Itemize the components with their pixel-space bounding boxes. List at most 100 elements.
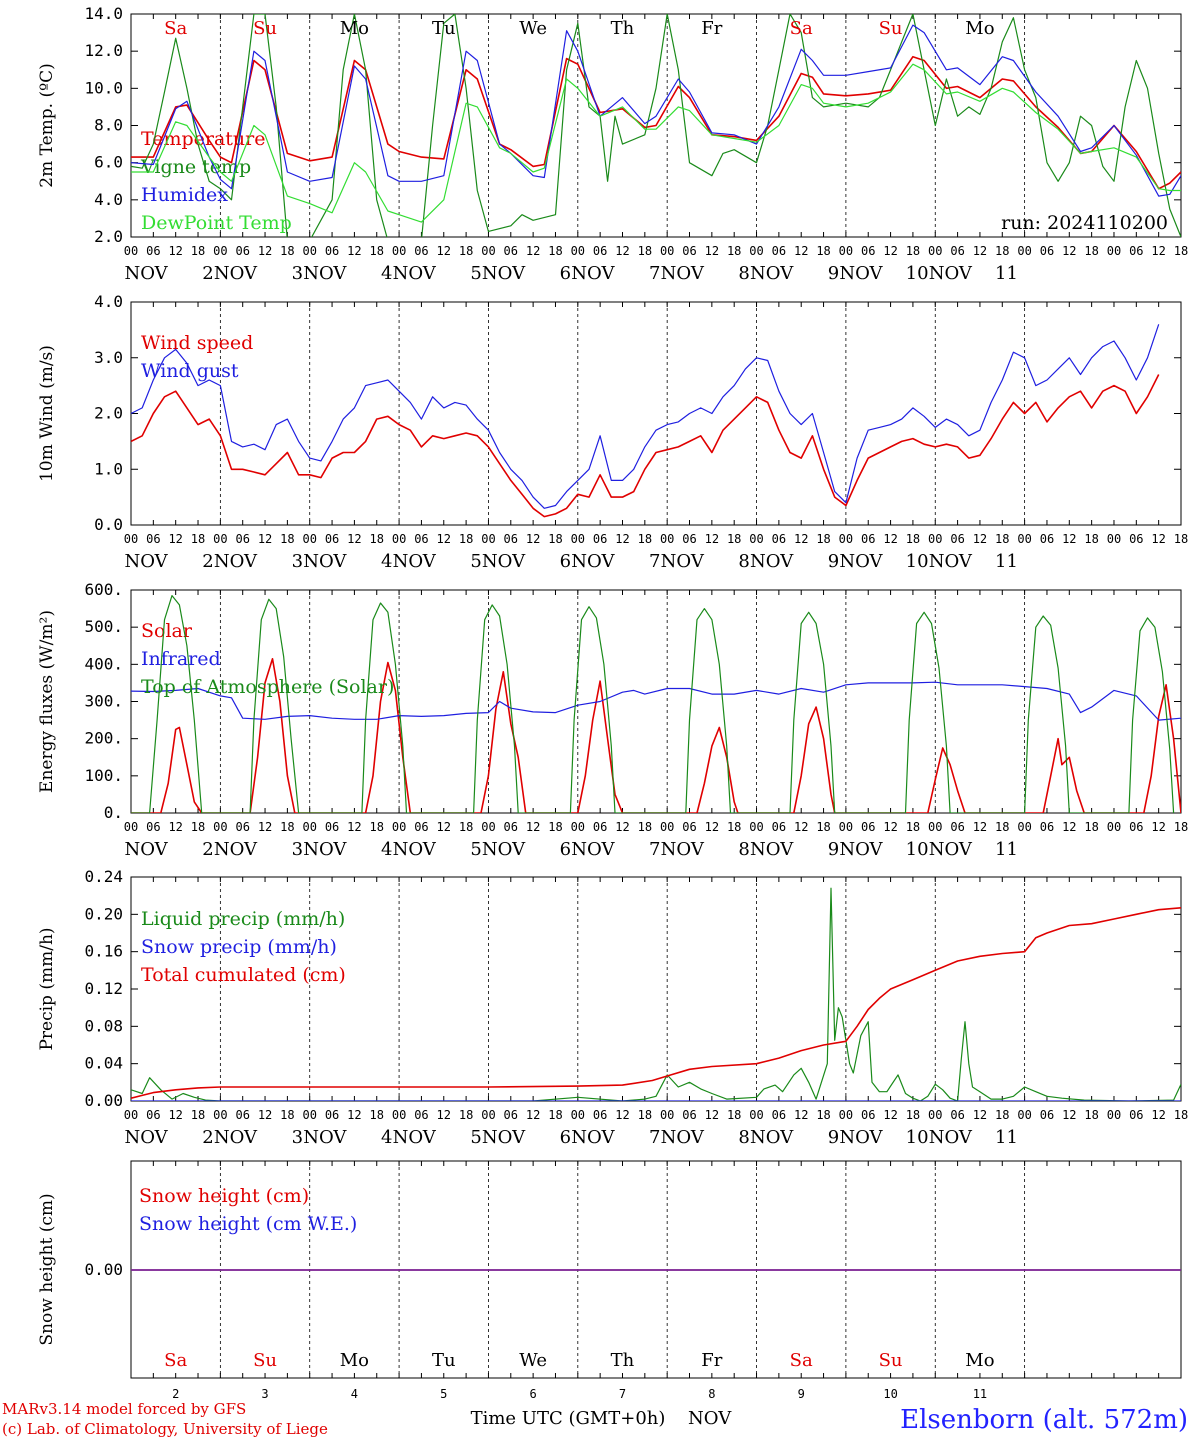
hour-tick-label: 00 (1107, 1108, 1121, 1122)
hour-tick-label: 18 (370, 244, 384, 258)
hour-tick-label: 00 (1107, 532, 1121, 546)
hour-tick-label: 18 (995, 532, 1009, 546)
weekday-label-top: Sa (790, 18, 813, 39)
y-tick-label: 0.16 (84, 942, 123, 961)
month-label: NOV (839, 1127, 883, 1148)
month-label: NOV (661, 839, 705, 860)
day-label: 11 (995, 551, 1018, 572)
weekday-label-top: Sa (164, 18, 187, 39)
day-label: 6 (560, 839, 571, 860)
hour-tick-label: 18 (816, 532, 830, 546)
hour-tick-label: 12 (615, 244, 629, 258)
y-tick-label: 4.0 (94, 292, 123, 311)
series-line-infrared (131, 681, 1181, 721)
series-line-dewpoint-temp (131, 63, 1181, 223)
day-label: 3 (292, 551, 303, 572)
weekday-label-bottom: Sa (164, 1350, 187, 1371)
y-tick-label: 2.0 (94, 404, 123, 423)
y-tick-label: 0.0 (94, 515, 123, 534)
hour-tick-label: 12 (973, 532, 987, 546)
hour-tick-label: 00 (571, 532, 585, 546)
month-label: NOV (303, 551, 347, 572)
y-tick-label: 10.0 (84, 78, 123, 97)
hour-tick-label: 00 (302, 244, 316, 258)
hour-tick-label: 06 (861, 532, 875, 546)
series-line-wind-speed (131, 374, 1160, 518)
month-label: NOV (929, 839, 973, 860)
hour-tick-label: 06 (950, 244, 964, 258)
hour-tick-label: 06 (504, 244, 518, 258)
hour-tick-label: 00 (749, 1108, 763, 1122)
hour-tick-label: 12 (1062, 1108, 1076, 1122)
hour-tick-label: 12 (1062, 820, 1076, 834)
weekday-label-top: We (519, 18, 547, 39)
footer-day-number: 4 (351, 1387, 358, 1401)
hour-tick-label: 06 (235, 532, 249, 546)
series-line-solar (131, 657, 1181, 813)
hour-tick-label: 00 (1107, 244, 1121, 258)
day-label: 4 (381, 1127, 392, 1148)
month-label: NOV (214, 839, 258, 860)
y-axis-label: Energy fluxes (W/m²) (37, 610, 57, 793)
hour-tick-label: 06 (861, 244, 875, 258)
day-label: 8 (738, 839, 749, 860)
credit-line-2: (c) Lab. of Climatology, University of L… (2, 1420, 328, 1438)
hour-tick-label: 00 (1017, 820, 1031, 834)
day-label: 11 (995, 1127, 1018, 1148)
hour-tick-label: 00 (481, 820, 495, 834)
hour-tick-label: 18 (1084, 532, 1098, 546)
hour-tick-label: 00 (928, 532, 942, 546)
hour-tick-label: 06 (1040, 532, 1054, 546)
month-label: NOV (393, 551, 437, 572)
day-label: 4 (381, 839, 392, 860)
day-label: 10 (906, 839, 929, 860)
hour-tick-label: 12 (973, 244, 987, 258)
hour-tick-label: 18 (906, 244, 920, 258)
hour-tick-label: 00 (660, 820, 674, 834)
y-tick-label: 0.12 (84, 979, 123, 998)
legend-entry: Snow height (cm W.E.) (139, 1213, 357, 1235)
hour-tick-label: 00 (213, 244, 227, 258)
hour-tick-label: 12 (883, 244, 897, 258)
series-line-humidex (131, 24, 1181, 197)
month-label: NOV (393, 263, 437, 284)
day-label: 11 (995, 263, 1018, 284)
hour-tick-label: 12 (973, 1108, 987, 1122)
hour-tick-label: 12 (168, 820, 182, 834)
y-tick-label: 400. (84, 654, 123, 673)
hour-tick-label: 18 (995, 820, 1009, 834)
hour-tick-label: 06 (1040, 820, 1054, 834)
hour-tick-label: 18 (1174, 1108, 1188, 1122)
hour-tick-label: 06 (325, 244, 339, 258)
month-label: NOV (124, 839, 168, 860)
y-axis-label: Snow height (cm) (37, 1193, 57, 1345)
hour-tick-label: 18 (191, 244, 205, 258)
hour-tick-label: 18 (638, 244, 652, 258)
day-label: 5 (470, 551, 481, 572)
hour-tick-label: 06 (682, 820, 696, 834)
legend-entry: Total cumulated (cm) (141, 964, 346, 986)
hour-tick-label: 18 (548, 820, 562, 834)
hour-tick-label: 06 (1129, 820, 1143, 834)
y-tick-label: 2.0 (94, 227, 123, 246)
hour-tick-label: 06 (682, 244, 696, 258)
y-tick-label: 0.08 (84, 1016, 123, 1035)
day-label: 9 (828, 263, 839, 284)
day-label: 5 (470, 1127, 481, 1148)
hour-tick-label: 12 (1062, 532, 1076, 546)
legend-entry: Solar (141, 620, 193, 642)
hour-tick-label: 00 (481, 244, 495, 258)
hour-tick-label: 18 (548, 244, 562, 258)
month-label: NOV (124, 551, 168, 572)
hour-tick-label: 00 (213, 820, 227, 834)
legend-entry: DewPoint Temp (141, 212, 292, 234)
hour-tick-label: 18 (370, 532, 384, 546)
hour-tick-label: 00 (839, 1108, 853, 1122)
day-label: 9 (828, 839, 839, 860)
day-label: 9 (828, 551, 839, 572)
hour-tick-label: 18 (727, 820, 741, 834)
day-label: 3 (292, 1127, 303, 1148)
day-label: 7 (649, 1127, 660, 1148)
hour-tick-label: 06 (1040, 244, 1054, 258)
footer-day-number: 8 (708, 1387, 715, 1401)
